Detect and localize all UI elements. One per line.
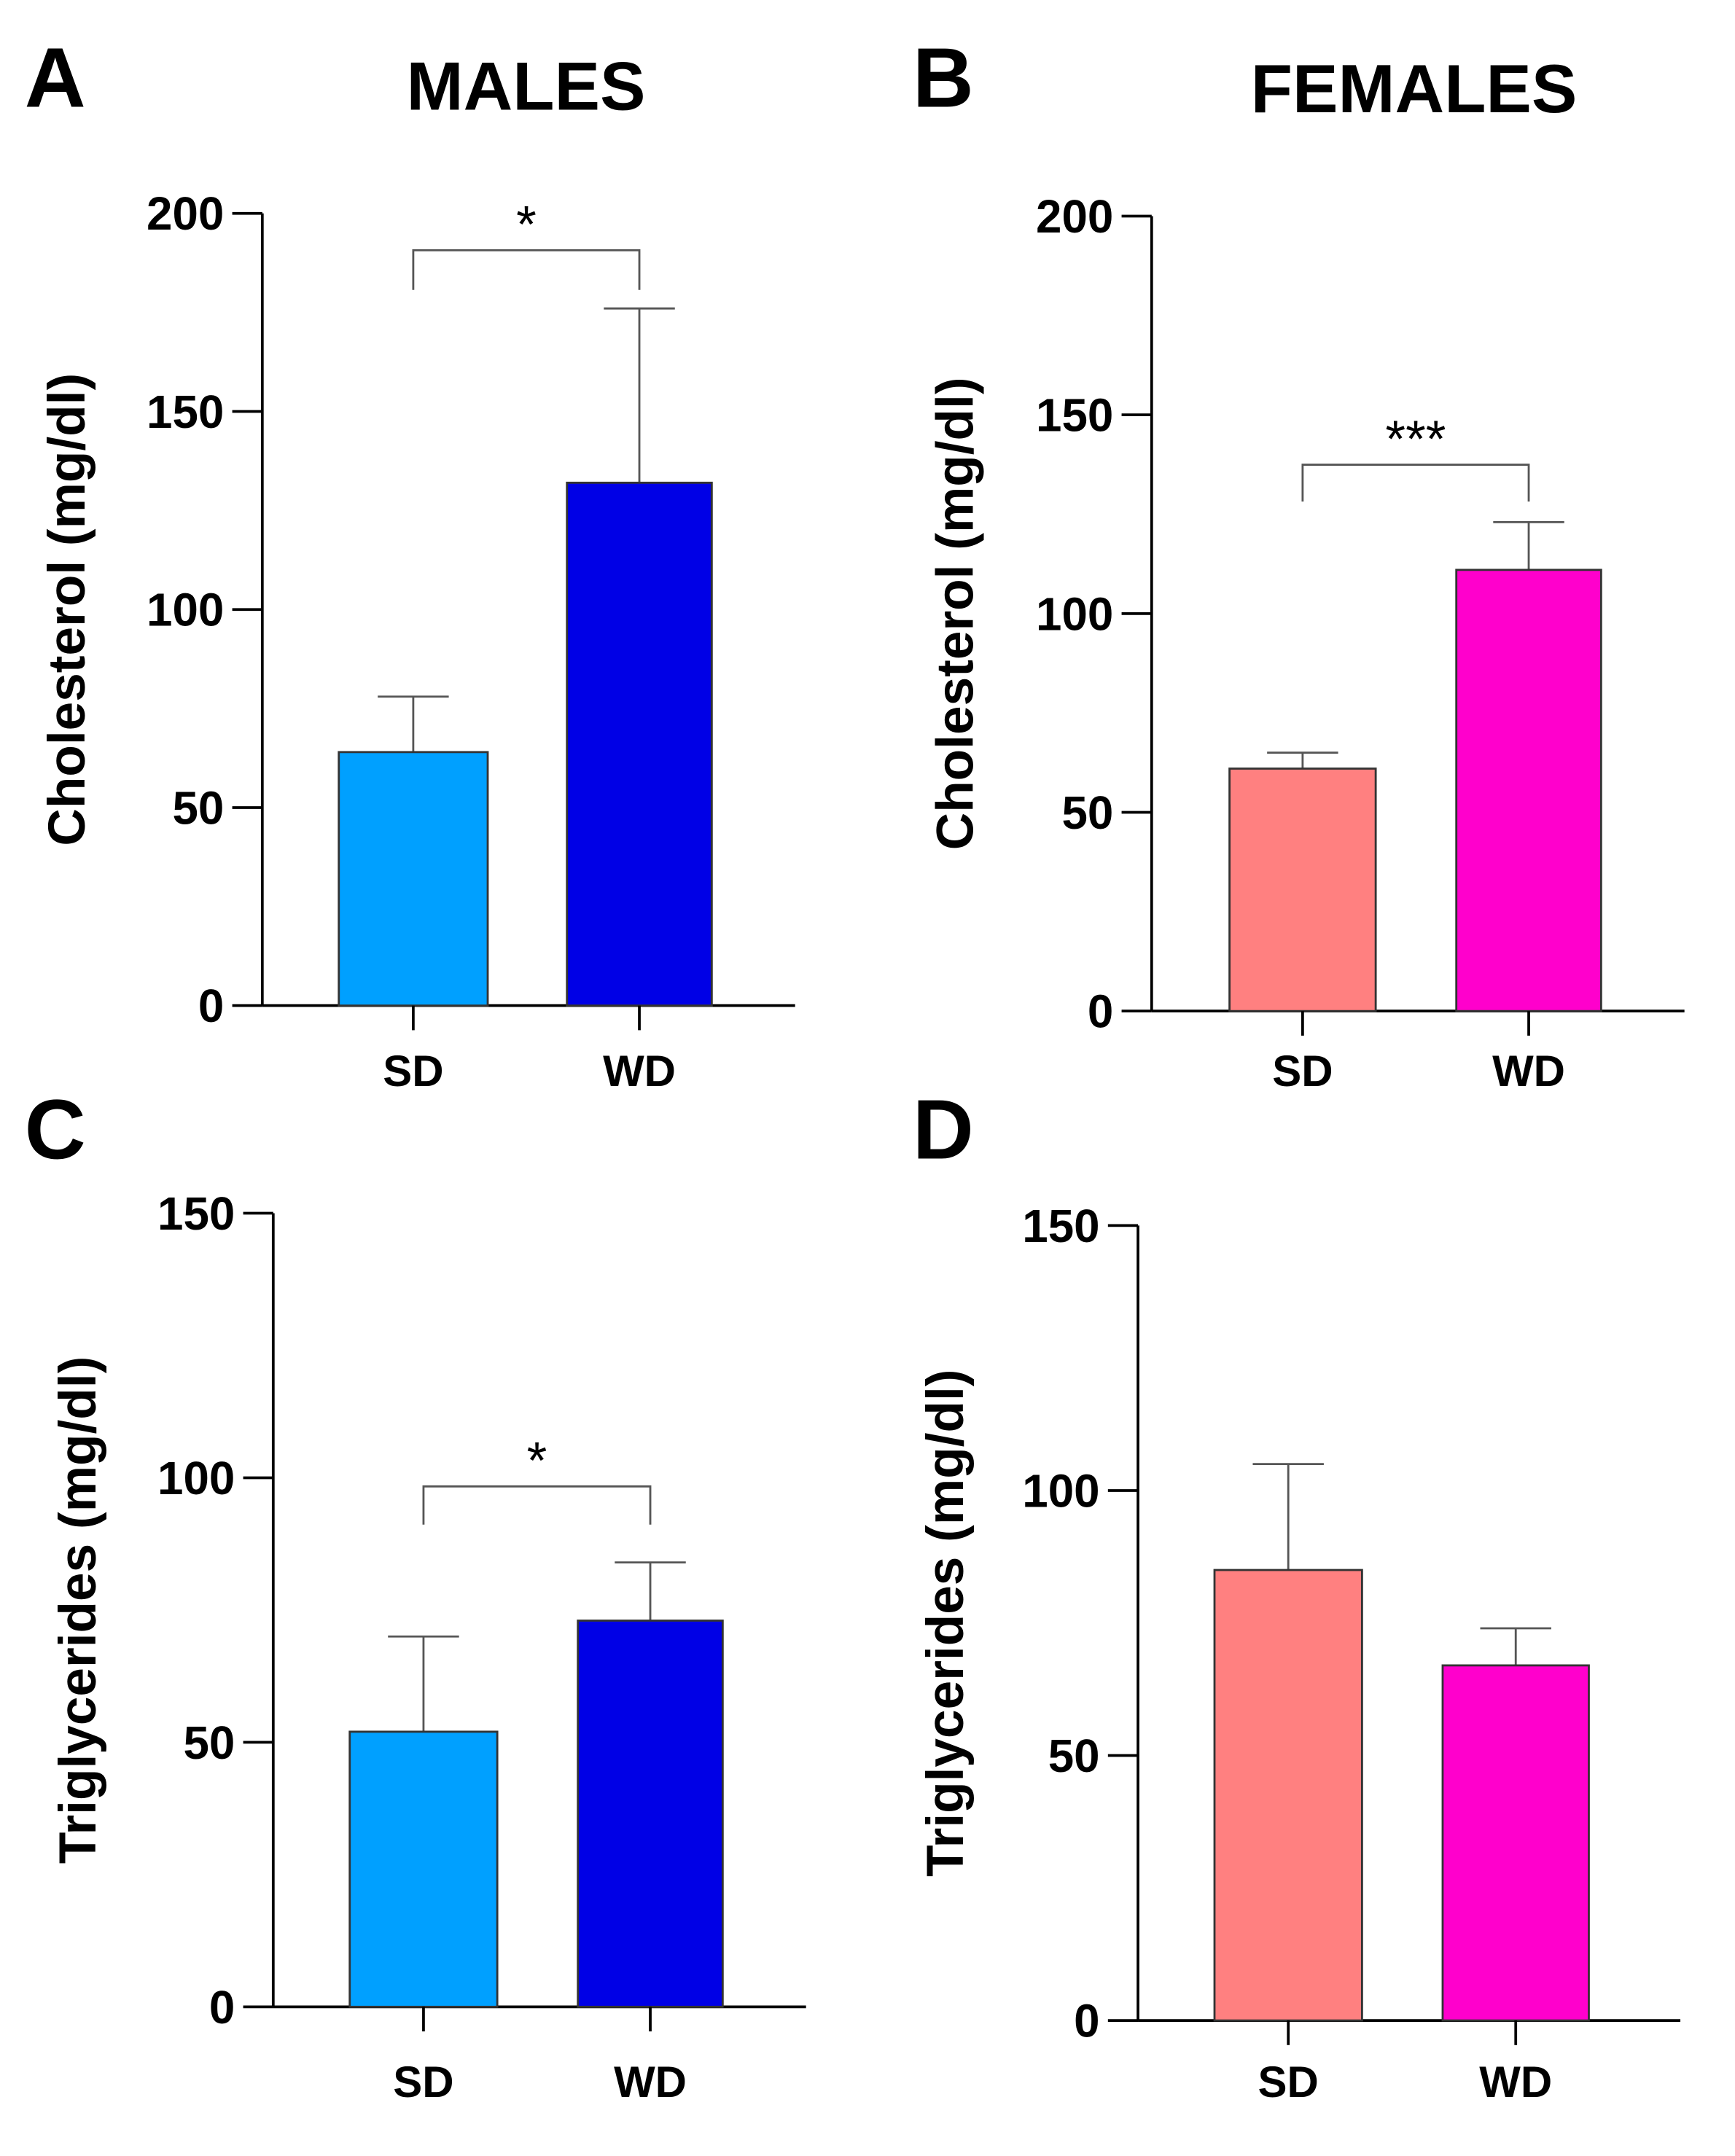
x-tick-label: SD [1272, 1047, 1333, 1095]
y-axis-label: Cholesterol (mg/dl) [927, 377, 984, 850]
panel-letter: C [25, 1082, 86, 1177]
y-tick-label: 0 [209, 1981, 235, 2034]
y-tick-label: 50 [172, 781, 224, 834]
bar-sd [1213, 1569, 1363, 2022]
x-tick-label: SD [1258, 2058, 1319, 2106]
y-axis-label: Triglycerides (mg/dl) [917, 1370, 975, 1877]
y-tick-label: 50 [1048, 1730, 1100, 1782]
x-tick-label: WD [614, 2058, 687, 2106]
y-tick-label: 50 [183, 1716, 235, 1769]
significance-bracket [422, 1485, 652, 1525]
x-tick-label: WD [1492, 1047, 1565, 1095]
females-title: FEMALES [1251, 50, 1578, 127]
y-tick-label: 100 [147, 584, 224, 636]
y-tick-label: 100 [157, 1452, 235, 1504]
bar-sd [338, 751, 489, 1007]
males-title: MALES [407, 47, 646, 124]
panel-letter: A [25, 31, 86, 125]
y-tick-label: 150 [157, 1187, 235, 1240]
significance-label: * [516, 196, 537, 254]
x-tick-label: WD [1479, 2058, 1552, 2106]
bar-wd [1455, 569, 1602, 1012]
y-tick-label: 150 [1036, 389, 1113, 442]
x-tick-label: SD [393, 2058, 453, 2106]
bar-wd [1441, 1664, 1590, 2022]
x-tick-label: SD [383, 1047, 443, 1095]
significance-label: * [527, 1432, 547, 1490]
y-tick-label: 0 [1074, 1995, 1099, 2047]
bar-wd [566, 481, 713, 1007]
x-tick-label: WD [603, 1047, 676, 1095]
y-tick-label: 200 [147, 187, 224, 240]
y-tick-label: 100 [1022, 1464, 1099, 1517]
panel-letter: D [913, 1082, 974, 1177]
y-tick-label: 150 [147, 386, 224, 438]
y-axis-label: Cholesterol (mg/dl) [39, 373, 96, 846]
y-tick-label: 0 [1088, 985, 1113, 1038]
bar-wd [577, 1620, 724, 2008]
y-tick-label: 0 [198, 980, 224, 1032]
y-tick-label: 100 [1036, 587, 1113, 640]
significance-bracket [412, 249, 641, 290]
y-tick-label: 50 [1061, 786, 1113, 839]
significance-label: *** [1385, 410, 1446, 468]
y-axis-label: Triglycerides (mg/dl) [50, 1356, 107, 1864]
panel-letter: B [913, 31, 974, 125]
bar-sd [348, 1730, 499, 2008]
bar-sd [1228, 768, 1377, 1012]
y-tick-label: 150 [1022, 1200, 1099, 1252]
significance-bracket [1301, 464, 1530, 502]
y-tick-label: 200 [1036, 190, 1113, 243]
